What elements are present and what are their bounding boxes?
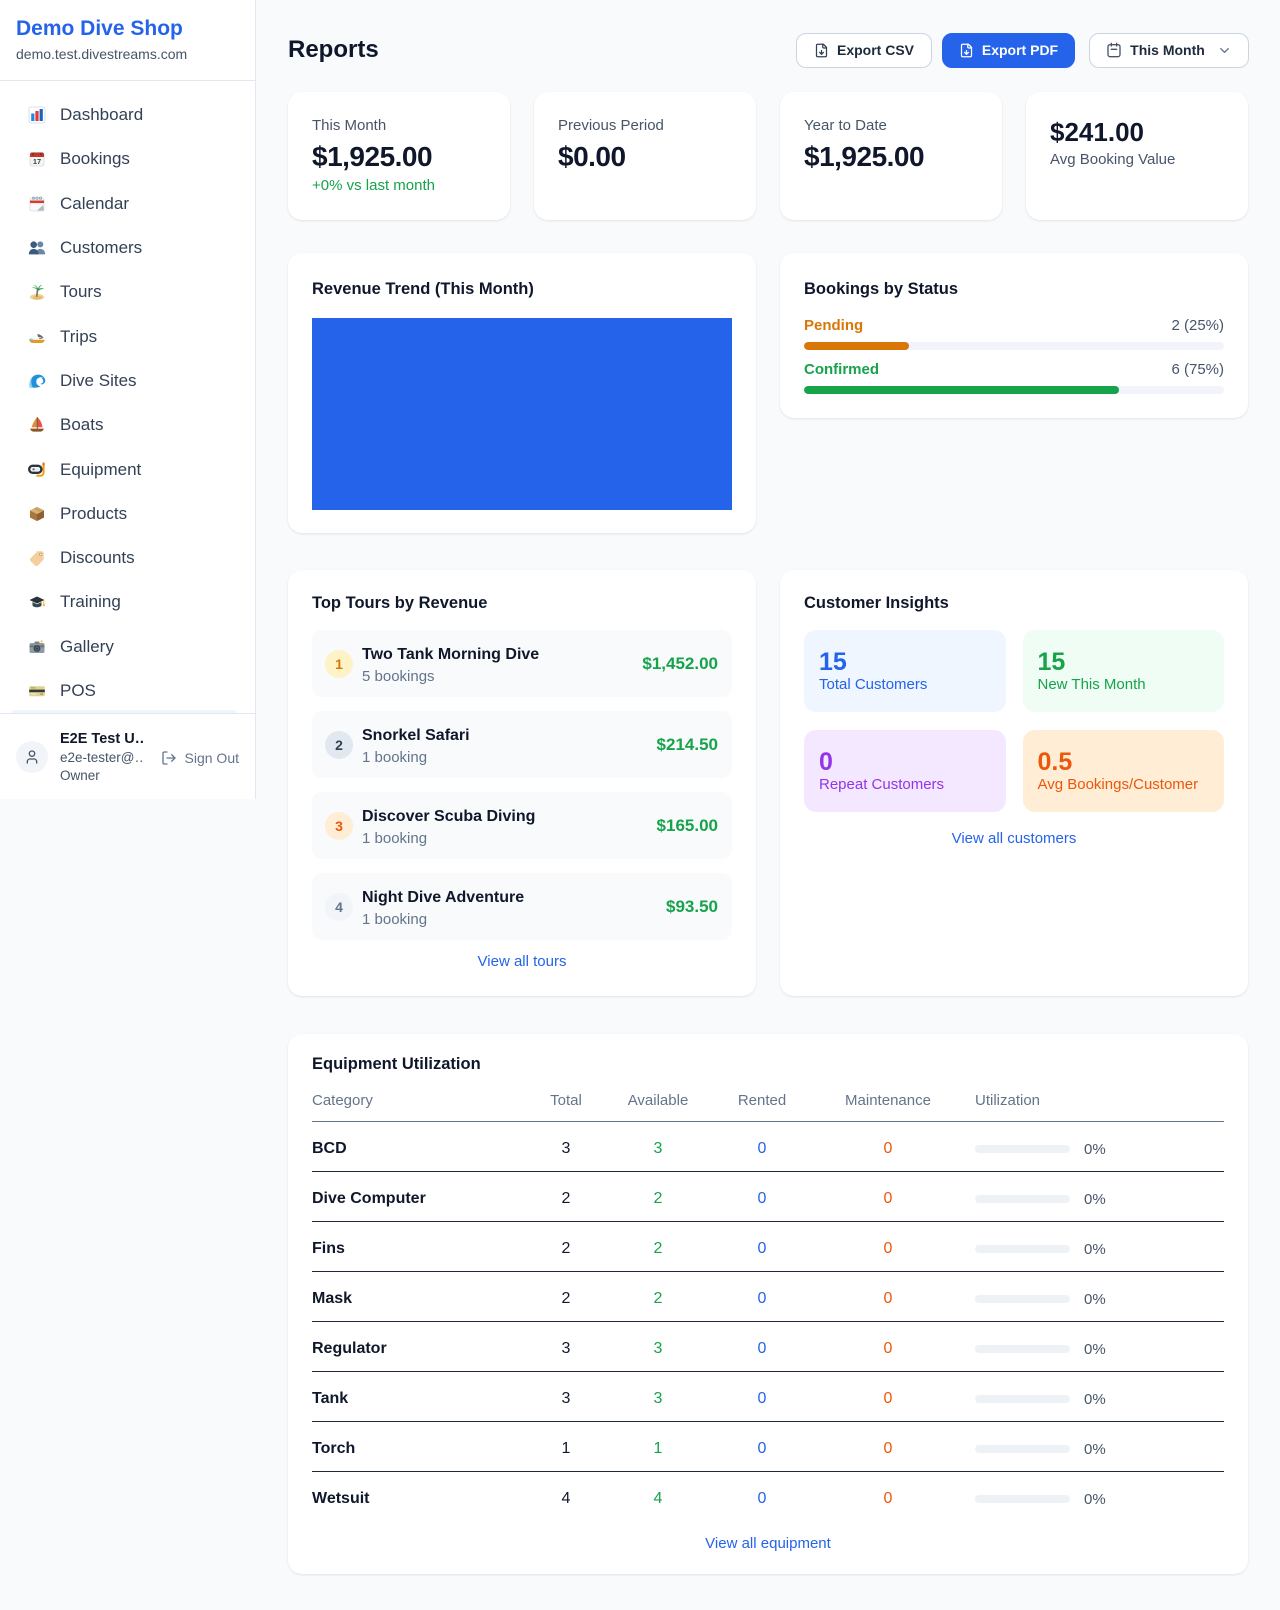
svg-text:17: 17 xyxy=(33,157,41,166)
